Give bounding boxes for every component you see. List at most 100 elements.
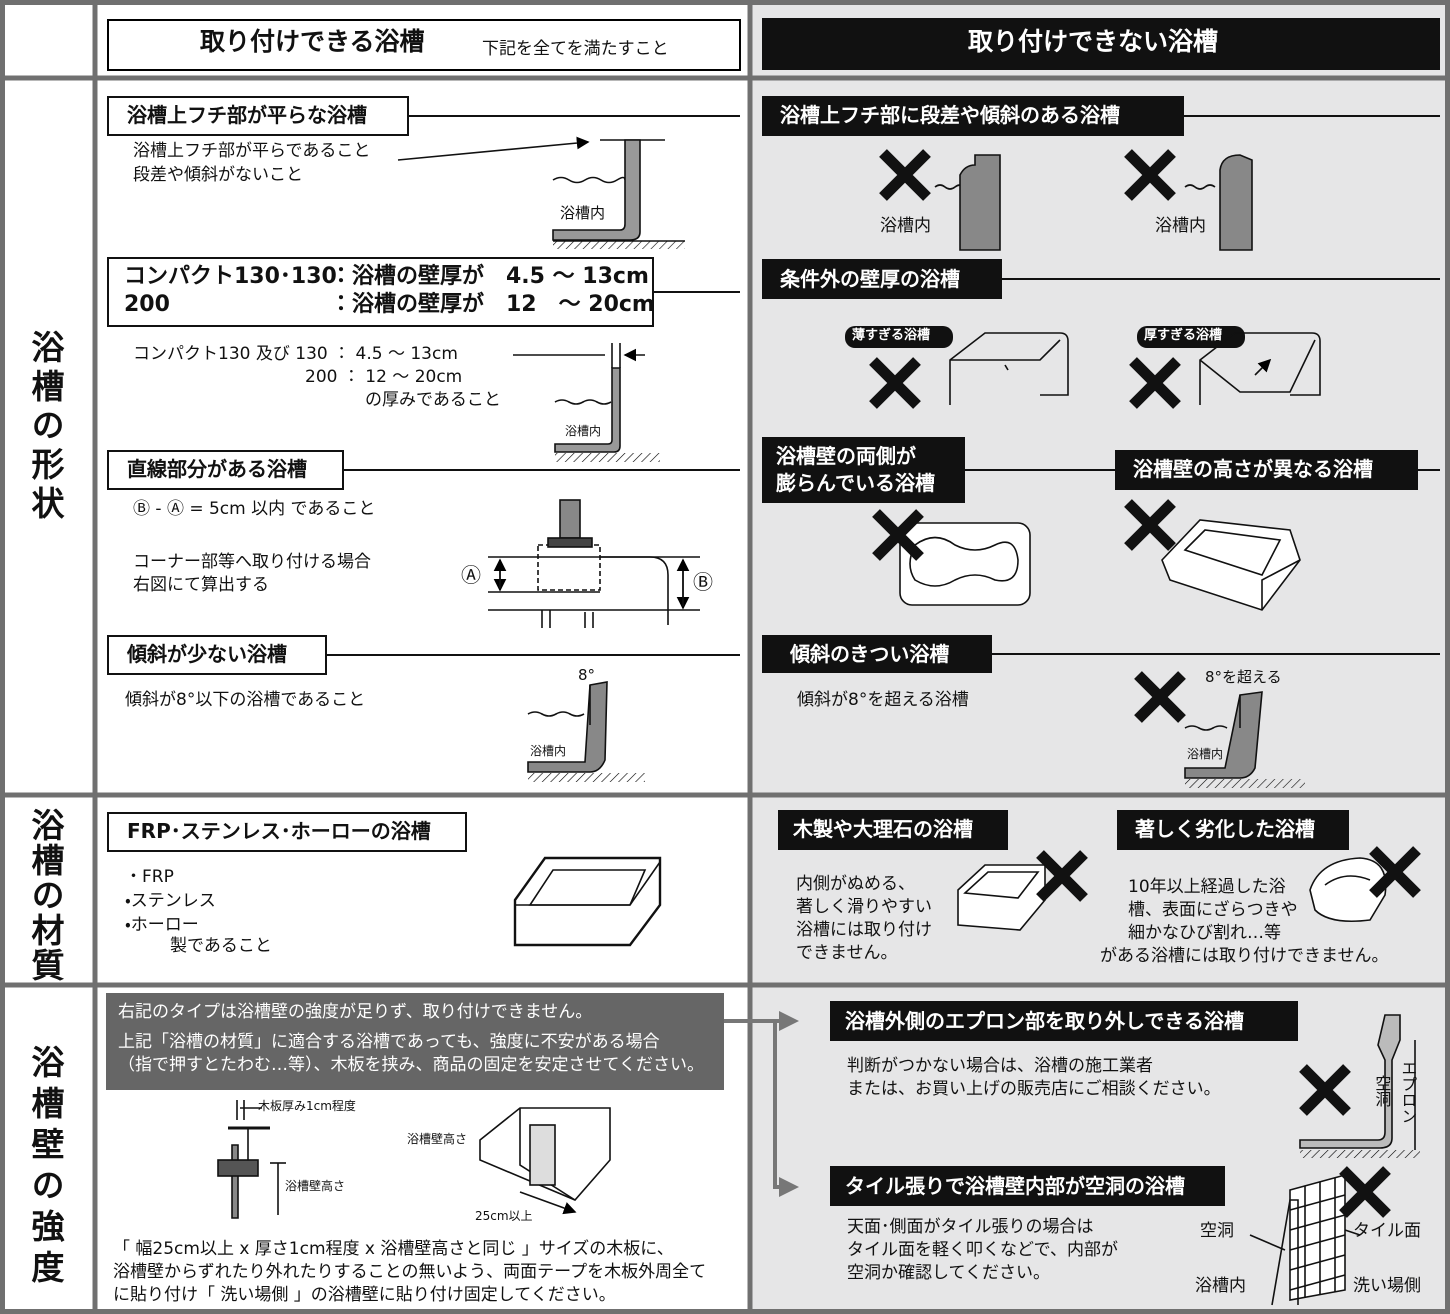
- height-right: 浴槽壁高さ: [407, 1132, 468, 1146]
- heading: 浴槽壁の両側が: [776, 444, 916, 468]
- illustration-line: [1249, 1234, 1286, 1251]
- apron: エプロン: [1398, 1060, 1418, 1124]
- illustration-g: [217, 136, 1420, 1306]
- lines: 段差や傾斜がないこと: [133, 165, 303, 185]
- illustration-rect: [830, 1001, 1298, 1041]
- illustration-rect: [559, 499, 581, 539]
- height-left: 浴槽壁高さ: [285, 1179, 346, 1193]
- notice: 右記のタイプは浴槽壁の強度が足りず、取り付けできません。: [118, 1002, 593, 1022]
- inside: 浴槽内: [1195, 1276, 1246, 1296]
- notice: 上記「浴槽の材質」に適合する浴槽であっても、強度に不安がある場合: [118, 1032, 660, 1052]
- tile-face: タイル面: [1353, 1221, 1421, 1241]
- illustration-line: [1254, 358, 1272, 376]
- illustration-rect: [762, 96, 1184, 136]
- items: ・ホーロー: [125, 915, 199, 935]
- heading: 浴槽外側のエプロン部を取り外しできる浴槽: [845, 1009, 1244, 1033]
- lines: がある浴槽には取り付けできません。: [1100, 946, 1389, 966]
- hollow: 空洞: [1372, 1075, 1392, 1107]
- illustration-line: [629, 861, 661, 906]
- illustration-g: [724, 1011, 799, 1197]
- heading: 膨らんでいる浴槽: [776, 471, 935, 495]
- illustration-path: [552, 139, 641, 241]
- hollow: 空洞: [1200, 1221, 1234, 1241]
- illustration-path: [909, 536, 1019, 587]
- illustration-path: [1184, 725, 1228, 731]
- illustration-rect: [845, 326, 953, 348]
- lines: コンパクト130 及び 130 ： 4.5 ～ 13cm: [133, 344, 458, 364]
- instructions: 浴槽壁からずれたり外れたりすることの無いよう、両面テープを木板外周全て: [113, 1262, 707, 1282]
- heading: 著しく劣化した浴槽: [1135, 817, 1315, 841]
- heading: 直線部分がある浴槽: [127, 457, 307, 481]
- row-labels: 浴槽壁の強度: [25, 1045, 65, 1291]
- illustration-path: [1219, 154, 1253, 251]
- instructions: 「 幅25cm以上 x 厚さ1cm程度 x 浴槽壁高さと同じ 」サイズの木板に、: [113, 1239, 674, 1259]
- illustration-path: [1309, 857, 1387, 923]
- illustration-rect: [778, 810, 1008, 850]
- diagram-labels: 浴槽内: [1155, 216, 1206, 236]
- illustration-rect: [762, 437, 965, 503]
- illustration-rect: [106, 993, 724, 1090]
- illustration-line: [1344, 1229, 1361, 1236]
- illustration-path: [527, 711, 585, 717]
- wash-side: 洗い場側: [1353, 1276, 1421, 1296]
- illustration-path: [513, 856, 662, 947]
- illustration-rect: [107, 19, 741, 71]
- mark-b: Ⓑ: [693, 570, 713, 594]
- illustration-path: [554, 399, 612, 405]
- lines: 浴槽上フチ部が平らであること: [133, 141, 371, 161]
- mark-a: Ⓐ: [461, 563, 481, 587]
- illustration-g: [326, 115, 1440, 656]
- heading: 傾斜が少ない浴槽: [127, 642, 287, 666]
- items: ・ステンレス: [125, 891, 216, 911]
- illustration-path: [949, 332, 1069, 405]
- lines: 細かなひび割れ…等: [1128, 923, 1281, 943]
- ok-note: 下記を全てを満たすこと: [482, 39, 669, 59]
- illustration-path: [773, 1021, 799, 1197]
- illustration-rect: [1300, 1150, 1420, 1158]
- illustration-line: [1004, 364, 1009, 371]
- illustration-line: [397, 136, 590, 161]
- illustration-path: [963, 871, 1040, 899]
- illustration-rect: [1137, 326, 1245, 348]
- illustration-rect: [899, 522, 1031, 606]
- thin: 薄すぎる浴槽: [852, 328, 931, 343]
- illustration-path: [1199, 332, 1321, 405]
- illustration-rect: [547, 537, 593, 548]
- lines: 著しく滑りやすい: [796, 897, 932, 917]
- illustration-rect: [1115, 450, 1418, 490]
- illustration-path: [1183, 529, 1282, 576]
- illustration-rect: [107, 635, 327, 675]
- illustration-path: [1261, 559, 1301, 610]
- illustration-rect: [555, 453, 660, 462]
- lines: または、お買い上げの販売店にご相談ください。: [847, 1079, 1221, 1099]
- illustration-rect: [553, 241, 685, 249]
- lines: できません。: [796, 943, 898, 963]
- illustration-line: [519, 1191, 577, 1215]
- illustration-rect: [762, 259, 1002, 299]
- lines: 10年以上経過した浴: [1128, 877, 1286, 897]
- lines: の厚みであること: [365, 390, 501, 410]
- illustration-g: [762, 96, 1418, 1206]
- ng-title: 取り付けできない浴槽: [968, 27, 1219, 56]
- illustration-rect: [528, 773, 645, 782]
- illustration-rect: [830, 1166, 1225, 1206]
- diagram-labels: 浴槽内: [880, 216, 931, 236]
- illustration-rect: [529, 1124, 556, 1186]
- illustration-path: [231, 1144, 239, 1219]
- heading: 浴槽上フチ部が平らな浴槽: [127, 103, 367, 127]
- illustration-path: [1184, 691, 1263, 779]
- heading: 浴槽壁の高さが異なる浴槽: [1133, 457, 1373, 481]
- lines: タイル面を軽く叩くなどで、内部が: [847, 1240, 1118, 1260]
- illustration-path: [950, 339, 1061, 361]
- lines: 槽、表面にざらつきや: [1128, 900, 1298, 920]
- illustration-rect: [217, 1159, 259, 1177]
- angle: 8°を超える: [1205, 668, 1282, 686]
- illustration-path: [1184, 184, 1216, 190]
- heading: 条件外の壁厚の浴槽: [780, 267, 960, 291]
- lines: 天面･側面がタイル張りの場合は: [847, 1217, 1094, 1237]
- instructions: に貼り付け「 洗い場側 」の浴槽壁に貼り付け固定してください。: [113, 1285, 616, 1305]
- heading: 木製や大理石の浴槽: [793, 817, 973, 841]
- angle: 8°: [578, 666, 596, 684]
